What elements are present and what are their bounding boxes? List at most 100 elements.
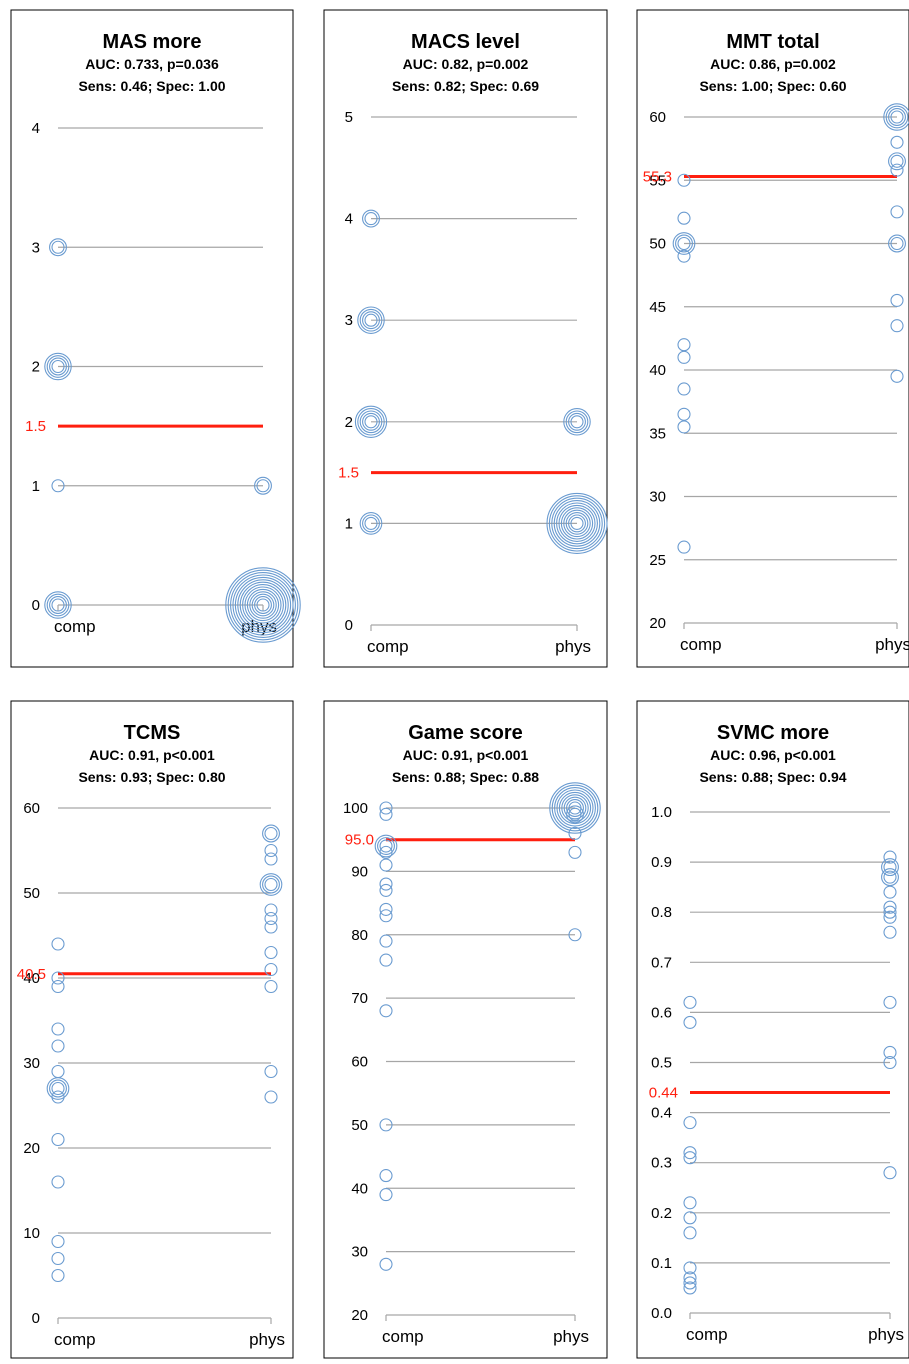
y-tick-label: 50 [351,1117,368,1134]
y-tick-label: 60 [649,109,666,126]
data-point [683,1015,697,1029]
data-point [549,782,601,834]
data-point [883,1055,897,1070]
data-point [51,1268,65,1283]
y-tick-label: 3 [32,239,40,256]
y-tick-label: 30 [351,1244,368,1261]
chart-panel: SVMC more AUC: 0.96, p<0.001 Sens: 0.88; S… [636,700,909,1359]
y-tick-label: 20 [649,615,666,632]
data-point [354,405,388,438]
chart-subtitle-auc: AUC: 0.91, p<0.001 [89,747,215,763]
y-tick-label: 0.9 [651,854,672,871]
data-point [264,852,278,866]
data-point [683,1151,697,1165]
chart-subtitle-sens-spec: Sens: 0.82; Spec: 0.69 [392,78,539,94]
data-point [890,319,904,333]
chart-subtitle-sens-spec: Sens: 0.46; Spec: 1.00 [78,78,225,94]
cutoff-label: 0.44 [649,1085,678,1102]
data-point [883,925,897,939]
panel-frame [323,9,608,668]
data-point [379,934,393,948]
data-point [890,205,904,219]
data-point [264,903,278,917]
data-point [677,420,691,434]
data-point [379,883,393,897]
data-point [264,911,278,926]
data-point [379,877,393,891]
chart-subtitle-auc: AUC: 0.82, p=0.002 [403,56,529,72]
cutoff-label: 1.5 [338,465,359,482]
chart-subtitle-auc: AUC: 0.96, p<0.001 [710,747,836,763]
y-tick-label: 0.8 [651,904,672,921]
cutoff-label: 55.3 [643,168,672,185]
chart-subtitle-auc: AUC: 0.91, p<0.001 [403,747,529,763]
data-point [883,905,897,919]
cutoff-label: 40.5 [17,966,46,983]
chart-subtitle-sens-spec: Sens: 0.88; Spec: 0.94 [699,769,846,785]
data-point [379,1188,393,1202]
data-point [264,1090,278,1104]
data-point [546,492,608,554]
data-point [379,1169,393,1183]
data-point [51,971,65,985]
chart-title: MMT total [726,31,819,53]
y-tick-label: 60 [23,800,40,817]
data-point [683,1261,697,1275]
data-point [883,900,897,914]
data-point [677,211,691,225]
y-tick-label: 1.0 [651,804,672,821]
y-tick-label: 4 [345,211,353,228]
chart-title: SVMC more [717,722,829,744]
y-tick-label: 0.5 [651,1055,672,1072]
data-point [683,1211,697,1225]
data-point [568,845,582,859]
data-point [51,1132,65,1147]
x-category-label-comp: comp [382,1327,424,1346]
y-tick-label: 20 [23,1140,40,1157]
x-category-label-comp: comp [686,1325,728,1344]
data-point [379,909,393,923]
data-point [264,979,278,994]
data-point [379,1257,393,1271]
y-tick-label: 0 [32,597,40,614]
chart-subtitle-auc: AUC: 0.86, p=0.002 [710,56,836,72]
y-tick-label: 10 [23,1225,40,1242]
data-point [51,1251,65,1266]
y-tick-label: 20 [351,1307,368,1324]
data-point [683,1116,697,1130]
x-category-label-phys: phys [868,1325,904,1344]
y-tick-label: 0.2 [651,1205,672,1222]
y-tick-label: 0.7 [651,954,672,971]
y-tick-label: 50 [23,885,40,902]
x-category-label-comp: comp [54,1330,96,1349]
chart-panel: TCMS AUC: 0.91, p<0.001 Sens: 0.93; Spec: … [10,700,294,1359]
data-point [379,953,393,967]
data-point [677,350,691,364]
data-point [883,103,909,131]
y-tick-label: 2 [345,414,353,431]
y-tick-label: 0 [32,1310,40,1327]
y-tick-label: 45 [649,299,666,316]
y-tick-label: 0 [345,617,353,634]
y-tick-label: 50 [649,236,666,253]
data-point [379,801,393,815]
data-point [883,1045,897,1060]
data-point [890,293,904,307]
data-point [262,824,280,843]
data-point [44,591,72,619]
chart-panel: MACS level AUC: 0.82, p=0.002 Sens: 0.82; … [323,9,608,668]
y-tick-label: 35 [649,425,666,442]
data-point [51,479,65,493]
panel-frame [323,700,608,1359]
data-point [683,1276,697,1290]
data-point [259,873,283,896]
chart-title: TCMS [124,722,181,744]
data-point [883,910,897,924]
y-tick-label: 0.4 [651,1105,672,1122]
data-point [379,1004,393,1018]
data-point [44,352,72,381]
y-tick-label: 100 [343,800,368,817]
data-point [264,920,278,934]
data-point [890,369,904,383]
